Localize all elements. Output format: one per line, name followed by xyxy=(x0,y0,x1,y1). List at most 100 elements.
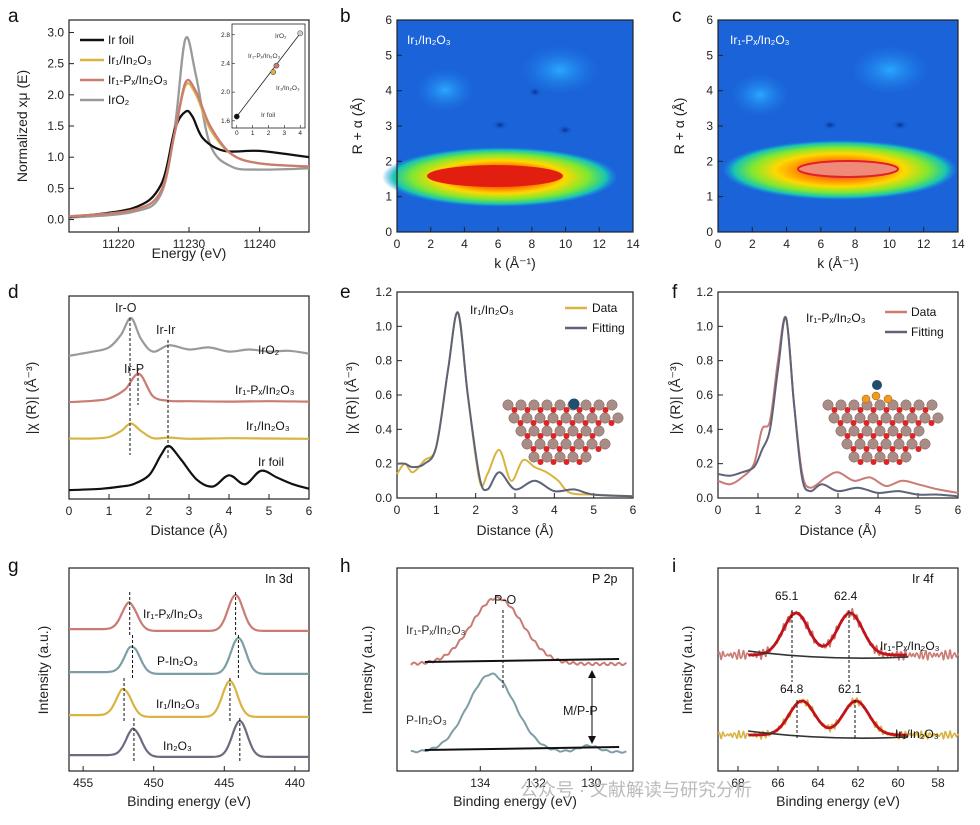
panel-g-xlabel: Binding energy (eV) xyxy=(127,793,251,809)
in-atom xyxy=(874,399,886,411)
in-atom xyxy=(541,399,553,411)
o-atom xyxy=(863,446,870,452)
o-atom xyxy=(870,407,877,413)
o-atom xyxy=(876,446,883,452)
label-g-ir1: Ir₁/In₂O₃ xyxy=(156,697,200,711)
in-atom xyxy=(854,438,866,450)
panel-label-e: e xyxy=(340,282,351,303)
panel-f-xtick-label: 3 xyxy=(835,503,842,517)
panel-b-xtick-label: 0 xyxy=(394,237,401,251)
o-atom xyxy=(883,459,890,465)
panel-label-g: g xyxy=(8,556,19,577)
in-atom xyxy=(567,451,579,463)
curve-i-ir1-px-fit xyxy=(748,611,907,657)
panel-c-ytick-label: 1 xyxy=(706,190,713,204)
in-atom xyxy=(887,451,899,463)
panel-b-xtick-label: 14 xyxy=(626,237,640,251)
o-atom xyxy=(922,407,929,413)
o-atom xyxy=(602,407,609,413)
panel-c-xtick-label: 6 xyxy=(818,237,825,251)
anno-ir-p: Ir-P xyxy=(124,362,144,376)
in-atom xyxy=(560,412,572,424)
panel-a-ytick-label: 1.0 xyxy=(47,150,64,164)
o-atom xyxy=(511,407,518,413)
in-atom xyxy=(906,412,918,424)
in-atom xyxy=(893,438,905,450)
in-atom xyxy=(848,425,860,437)
in-atom xyxy=(612,412,624,424)
o-atom xyxy=(896,407,903,413)
inset-label-iro2: IrO₂ xyxy=(275,33,287,40)
o-atom xyxy=(524,433,531,439)
o-atom xyxy=(517,420,524,426)
panel-e: 0 1 2 3 4 5 6 0.0 0.2 0.4 0.6 0.8 1.0 1.2 Ir₁/In₂O₃ D… xyxy=(343,285,637,538)
panel-i-xtick-label: 62 xyxy=(851,776,865,790)
in-atom xyxy=(867,438,879,450)
heatmap-b-blob xyxy=(557,125,573,135)
panel-h-xtick-label: 130 xyxy=(581,776,601,790)
o-atom xyxy=(563,433,570,439)
anno-ir-o: Ir-O xyxy=(115,301,137,315)
panel-e-xtick-label: 0 xyxy=(394,503,401,517)
o-atom xyxy=(844,433,851,439)
in-atom xyxy=(528,451,540,463)
legend-text-iro2: IrO₂ xyxy=(108,93,130,107)
panel-e-xtick-label: 3 xyxy=(512,503,519,517)
inset-fit-line xyxy=(236,33,301,117)
o-atom xyxy=(576,433,583,439)
curve-d-ir1 xyxy=(68,422,310,440)
in-atom xyxy=(861,425,873,437)
inset-xtick-label: 3 xyxy=(283,130,287,137)
heatmap-c-blob xyxy=(822,120,838,130)
panel-b-ytick-label: 0 xyxy=(385,225,392,239)
inset-xtick-label: 0 xyxy=(235,130,239,137)
label-d-ir1: Ir₁/In₂O₃ xyxy=(246,419,290,433)
inset-frame xyxy=(231,23,306,129)
panel-b-ylabel: R + α (Å) xyxy=(349,98,365,155)
panel-b-ytick-label: 3 xyxy=(385,119,392,133)
panel-d-xtick-label: 2 xyxy=(146,504,153,518)
panel-b-xtick-label: 8 xyxy=(529,237,536,251)
panel-label-c: c xyxy=(672,6,682,27)
label-i-ir1-px: Ir₁-Pₓ/In₂O₃ xyxy=(880,639,940,653)
o-atom xyxy=(595,446,602,452)
o-atom xyxy=(902,420,909,426)
in-atom xyxy=(534,438,546,450)
panel-c-xtick-label: 8 xyxy=(852,237,859,251)
in-atom xyxy=(848,451,860,463)
o-atom xyxy=(595,420,602,426)
panel-c-ytick-label: 2 xyxy=(706,154,713,168)
curve-g-ir1 xyxy=(69,679,309,719)
in-atom xyxy=(554,425,566,437)
o-atom xyxy=(589,407,596,413)
in-atom xyxy=(887,425,899,437)
o-atom xyxy=(889,420,896,426)
label-g-ir1-px: Ir₁-Pₓ/In₂O₃ xyxy=(143,607,203,621)
panel-f-xtick-label: 4 xyxy=(875,503,882,517)
heatmap-b-blob xyxy=(415,68,475,112)
heatmap-b-core xyxy=(427,165,563,187)
panel-e-xtick-label: 4 xyxy=(551,503,558,517)
panel-e-ytick-label: 0.0 xyxy=(375,491,392,505)
panel-a-xlabel: Energy (eV) xyxy=(152,245,227,261)
o-atom xyxy=(569,446,576,452)
inset-ytick-label: 2.0 xyxy=(221,89,230,96)
panel-e-xtick-label: 6 xyxy=(630,503,637,517)
in-atom xyxy=(560,438,572,450)
in-atom xyxy=(599,412,611,424)
panel-i-xtick-label: 68 xyxy=(731,776,745,790)
curve-e-fitting xyxy=(396,311,634,498)
o-atom xyxy=(928,420,935,426)
in-atom xyxy=(541,451,553,463)
o-atom xyxy=(909,407,916,413)
panel-f-ytick-label: 0.0 xyxy=(696,491,713,505)
in-atom xyxy=(919,438,931,450)
curve-d-ir1-px xyxy=(68,372,310,404)
peak-label-65-1: 65.1 xyxy=(775,589,799,603)
inset-xtick-label: 1 xyxy=(251,130,255,137)
o-atom xyxy=(576,407,583,413)
panel-b-ytick-label: 4 xyxy=(385,84,392,98)
o-atom xyxy=(896,459,903,465)
p-atom xyxy=(883,394,893,404)
